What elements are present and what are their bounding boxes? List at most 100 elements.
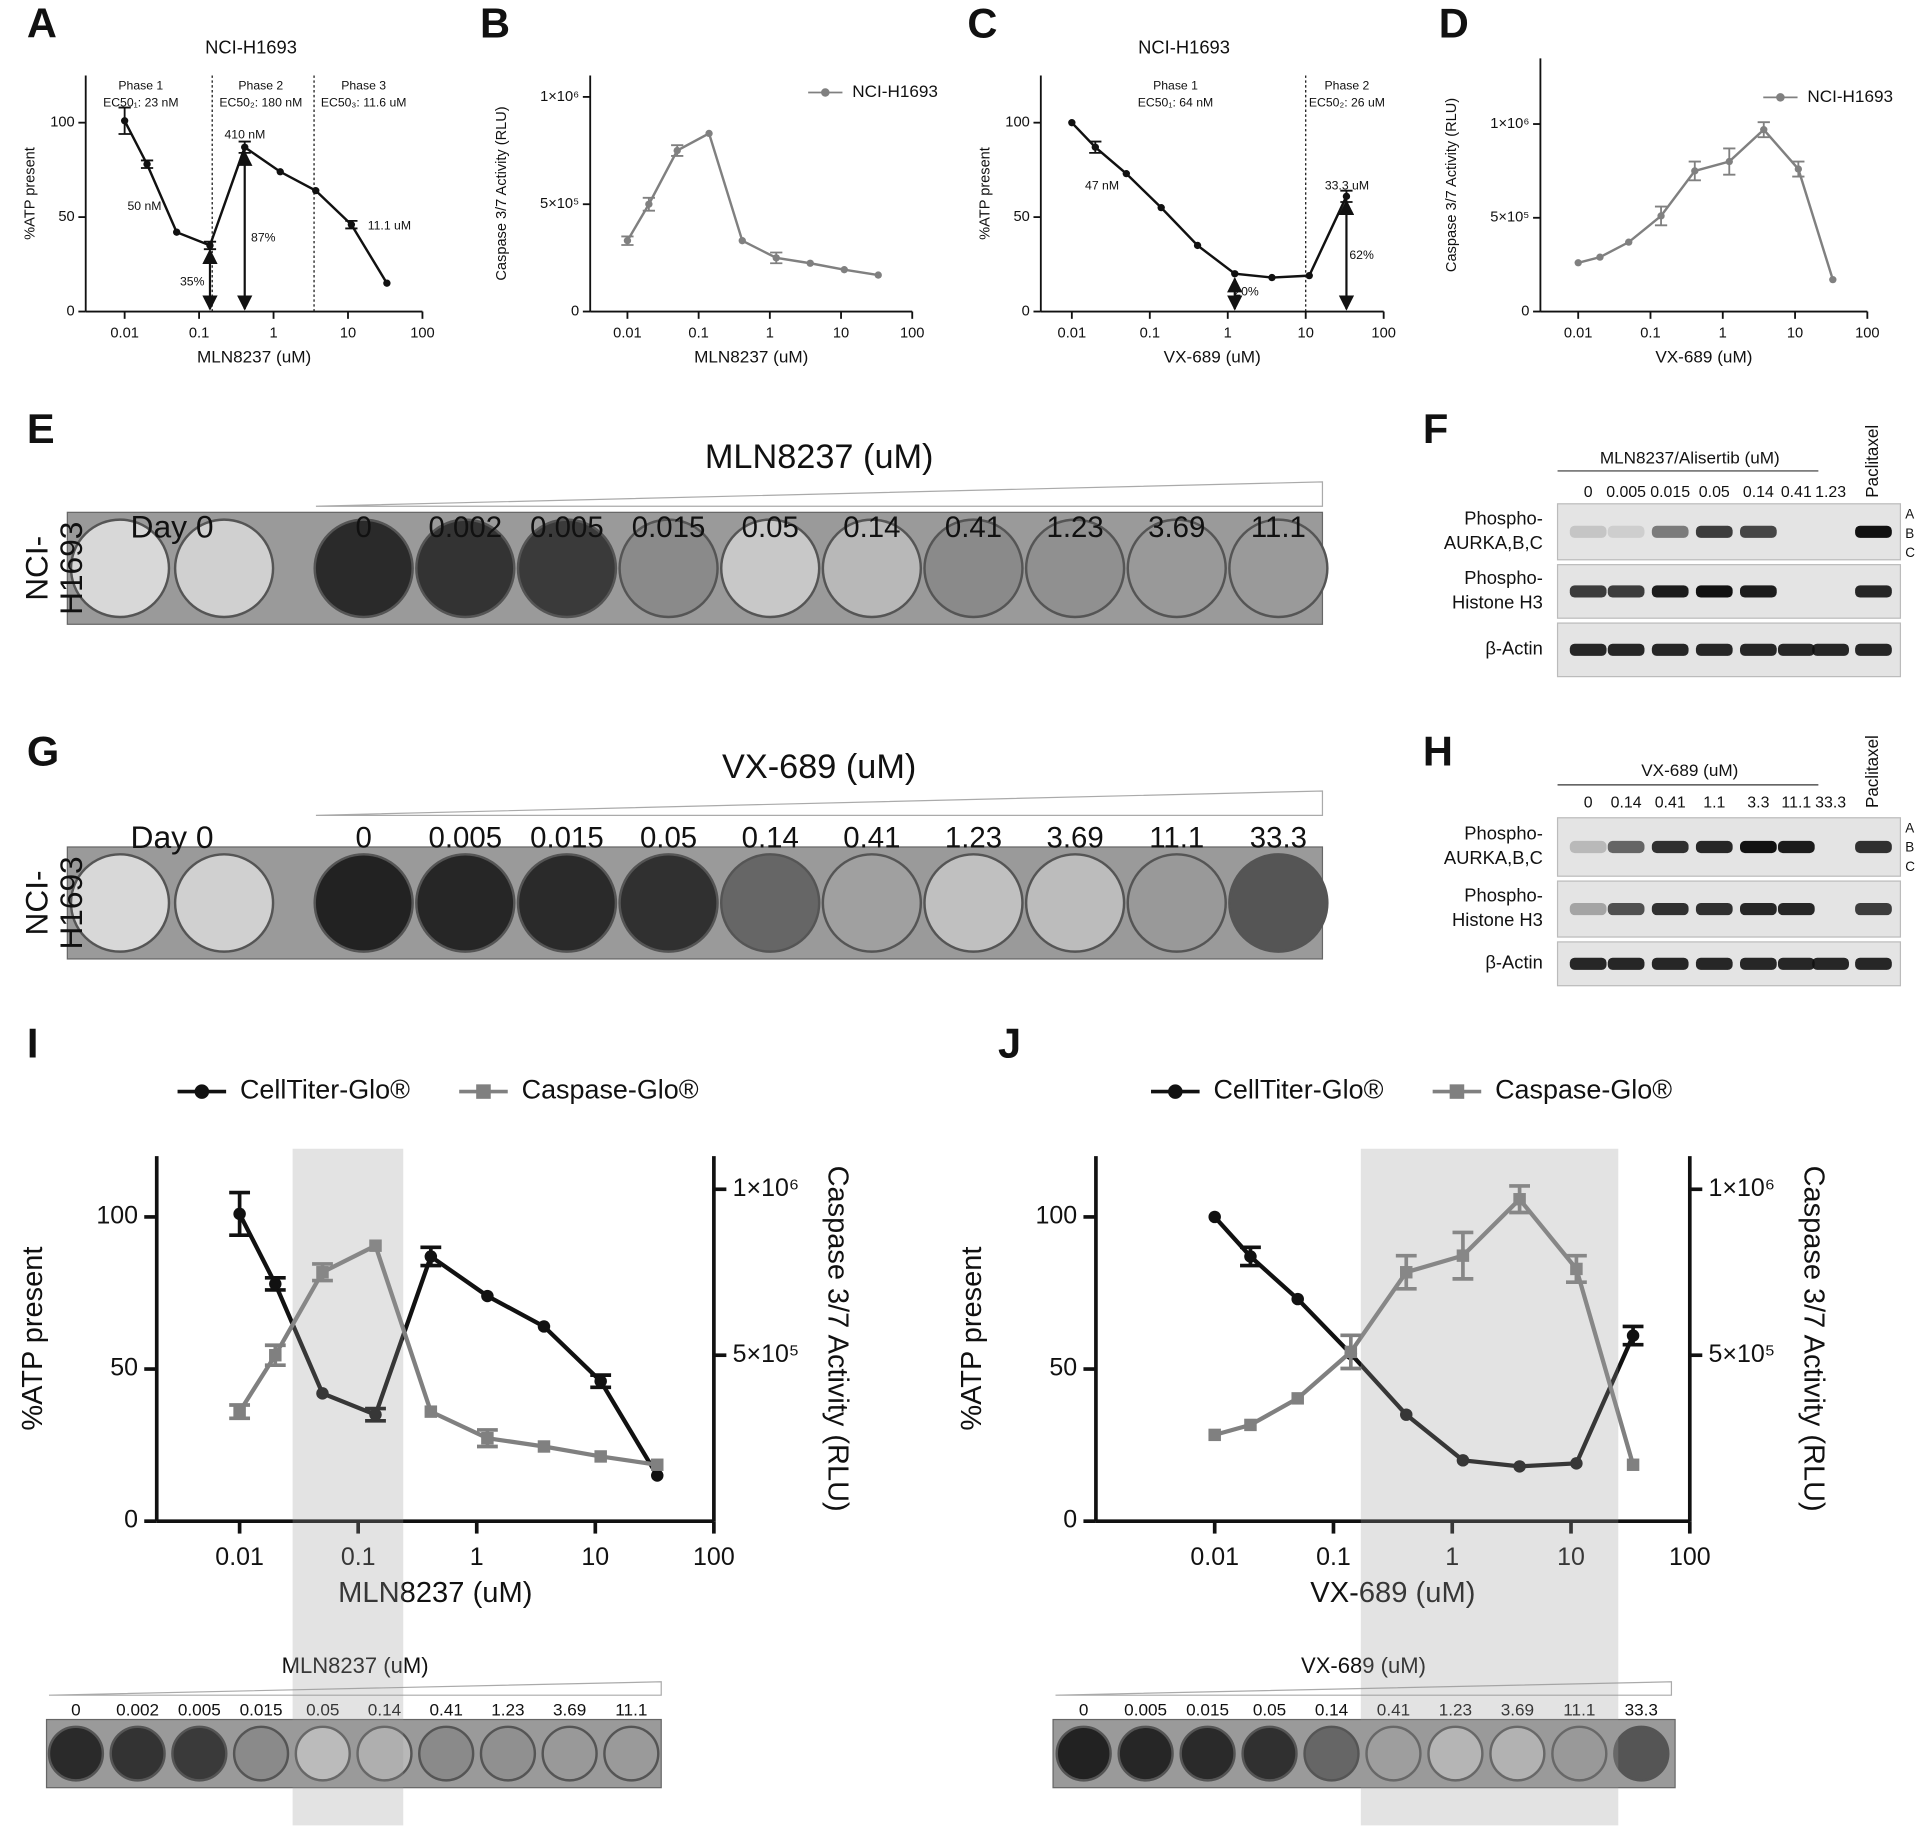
series-line <box>123 120 388 284</box>
y-tick-label: 0 <box>67 303 75 319</box>
lane-label: 11.1 <box>1781 794 1811 811</box>
well <box>1024 518 1126 619</box>
dose-label: 0.14 <box>843 511 900 544</box>
dose-label: 0.005 <box>178 1701 221 1720</box>
annotation: 410 nM <box>225 127 266 141</box>
y-tick-label: 100 <box>1005 115 1029 131</box>
point <box>1344 1345 1358 1359</box>
series-line <box>626 131 879 277</box>
point <box>1268 273 1276 282</box>
point <box>173 228 181 236</box>
dose-label: 0.015 <box>632 511 706 544</box>
lane-label: 33.3 <box>1815 794 1846 811</box>
point <box>1208 1428 1221 1442</box>
band-side-label: C <box>1905 545 1915 560</box>
y-tick-label: 50 <box>1013 209 1029 225</box>
point <box>806 259 814 267</box>
x-axis-label: VX-689 (uM) <box>1310 1577 1475 1609</box>
point <box>840 266 848 274</box>
dose-label: 0.015 <box>240 1701 283 1720</box>
legend-marker <box>194 1084 210 1099</box>
annotation: EC50₁: 64 nM <box>1138 96 1213 110</box>
blot-band <box>1607 585 1645 598</box>
point <box>1760 126 1768 134</box>
well <box>618 853 719 953</box>
y-tick-label: 0 <box>571 303 579 319</box>
well <box>1241 1725 1298 1782</box>
well <box>541 1725 598 1782</box>
blot-band <box>1569 525 1607 538</box>
dose-label: 0.05 <box>1253 1701 1286 1720</box>
point <box>594 1375 607 1388</box>
chart-title: NCI-H1693 <box>1138 37 1230 58</box>
cell-line-label: H1693 <box>53 856 89 949</box>
point <box>1829 276 1837 284</box>
point <box>1244 1418 1257 1432</box>
point <box>233 1207 246 1221</box>
x-tick-label: 10 <box>340 325 356 341</box>
point <box>1626 1458 1640 1471</box>
well <box>1613 1725 1670 1782</box>
y-tick-label: 0 <box>124 1506 138 1534</box>
blot-band <box>1651 902 1689 916</box>
y-tick-label: 5×10⁵ <box>540 196 579 212</box>
x-axis-label: MLN8237 (uM) <box>338 1577 532 1609</box>
well <box>923 853 1024 953</box>
dose-label: 1.23 <box>491 1701 524 1720</box>
y-tick-label: 5×10⁵ <box>1490 210 1529 226</box>
dose-label: 0.14 <box>1315 1701 1348 1720</box>
blot-band <box>1569 585 1607 598</box>
dose-label: 0 <box>1079 1701 1089 1720</box>
blot-band <box>1569 902 1607 916</box>
blot-band <box>1740 840 1777 854</box>
well <box>1126 853 1227 953</box>
point <box>1456 1454 1470 1467</box>
point <box>1513 1460 1526 1473</box>
y-tick-label: 50 <box>110 1354 138 1382</box>
highlight-band <box>292 1148 404 1826</box>
y2-axis-label: Caspase 3/7 Activity (RLU) <box>1798 1166 1830 1512</box>
blot-row-label: AURKA,B,C <box>1444 532 1543 553</box>
point <box>1291 1292 1304 1306</box>
blot-band <box>1695 902 1733 916</box>
x-tick-label: 10 <box>833 325 849 341</box>
dose-label: 0.41 <box>843 821 900 854</box>
x-tick-label: 0.01 <box>215 1543 264 1571</box>
well <box>69 518 171 619</box>
point <box>276 168 284 176</box>
point <box>1291 1392 1304 1405</box>
legend-marker <box>821 88 830 97</box>
band-side-label: B <box>1905 840 1914 855</box>
point <box>772 254 780 262</box>
well <box>313 853 414 953</box>
dose-label: 11.1 <box>1563 1701 1595 1720</box>
blot-band <box>1777 957 1815 970</box>
y-tick-label: 100 <box>1036 1202 1078 1230</box>
annotation: 87% <box>251 231 276 245</box>
well <box>1303 1725 1360 1782</box>
lane-label: 3.3 <box>1747 794 1769 811</box>
dose-label: 0.05 <box>640 821 697 854</box>
annotation: 11.1 uM <box>368 219 411 233</box>
point <box>1208 1210 1221 1224</box>
blot-band <box>1740 957 1777 970</box>
well <box>47 1725 105 1782</box>
blot-band <box>1777 643 1815 656</box>
dose-wedge <box>315 790 1324 816</box>
annotation: 62% <box>1349 248 1374 262</box>
x-tick-label: 0.1 <box>341 1543 376 1571</box>
x-tick-label: 0.01 <box>1190 1543 1239 1571</box>
point <box>1305 271 1313 280</box>
y-axis-label: %ATP present <box>22 147 38 240</box>
y2-tick-label: 1×10⁶ <box>1709 1174 1776 1202</box>
point <box>645 200 653 208</box>
plate-title: MLN8237 (uM) <box>705 438 934 476</box>
well <box>415 853 516 953</box>
x-tick-label: 100 <box>1669 1543 1711 1571</box>
annotation: EC50₃: 11.6 uM <box>321 96 407 110</box>
point <box>143 160 151 168</box>
blot-band <box>1607 902 1645 916</box>
cell-line-label: NCI- <box>18 870 54 935</box>
x-tick-label: 100 <box>693 1543 735 1571</box>
